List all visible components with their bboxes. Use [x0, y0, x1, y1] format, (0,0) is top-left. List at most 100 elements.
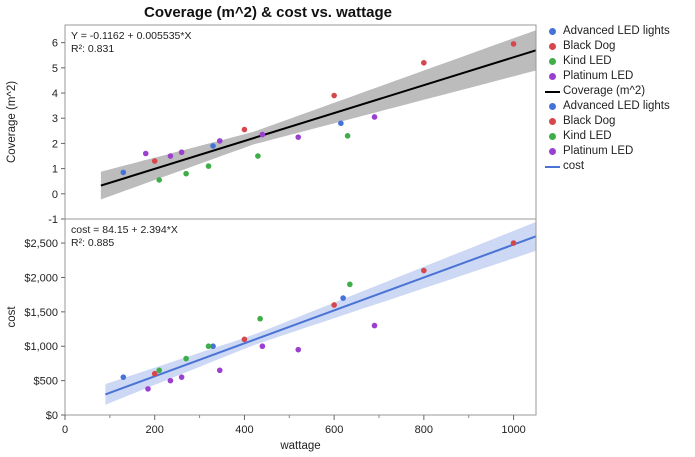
data-point-advanced-led-lights: [210, 343, 216, 350]
data-point-black-dog: [241, 126, 248, 133]
y-tick-label: 3: [52, 113, 58, 125]
legend-label: cost: [563, 160, 585, 172]
data-point-platinum-led: [295, 346, 302, 353]
x-tick-label: 0: [62, 424, 68, 436]
y-tick-label: 6: [52, 38, 58, 50]
data-point-kind-led: [183, 170, 189, 177]
legend-item: Black Dog: [545, 39, 693, 54]
legend-label: Coverage (m^2): [563, 85, 646, 97]
legend-item: Black Dog: [545, 114, 693, 129]
data-point-kind-led: [255, 153, 261, 159]
data-point-platinum-led: [371, 322, 378, 329]
data-point-black-dog: [151, 158, 158, 164]
y-tick-label: $500: [34, 376, 58, 388]
legend-dot-swatch: [549, 118, 556, 125]
data-point-kind-led: [156, 367, 162, 374]
legend-item: cost: [545, 159, 693, 174]
legend-dot-swatch: [549, 43, 556, 50]
legend-label: Kind LED: [563, 55, 612, 67]
data-point-black-dog: [241, 336, 248, 343]
data-point-kind-led: [156, 177, 162, 183]
data-point-black-dog: [510, 240, 517, 246]
y-tick-label: 4: [52, 88, 58, 100]
data-point-platinum-led: [142, 150, 149, 157]
data-point-advanced-led-lights: [338, 120, 344, 127]
y-tick-label: -1: [48, 214, 58, 226]
y-tick-label: 2: [52, 138, 58, 150]
y-tick-label: $2,000: [24, 272, 58, 284]
data-point-black-dog: [421, 267, 427, 274]
x-tick-label: 400: [235, 424, 253, 436]
legend-label: Kind LED: [563, 130, 612, 142]
legend-dot-swatch: [549, 28, 556, 35]
y-axis-label: cost: [6, 306, 18, 328]
data-point-platinum-led: [371, 114, 378, 120]
legend-item: Kind LED: [545, 54, 693, 69]
y-tick-label: 5: [52, 63, 58, 75]
legend-line-swatch: [545, 166, 560, 168]
data-point-platinum-led: [259, 131, 266, 138]
y-tick-label: 0: [52, 189, 58, 201]
x-tick-label: 800: [415, 424, 433, 436]
y-tick-label: $2,500: [24, 238, 58, 250]
data-point-platinum-led: [178, 149, 185, 156]
data-point-kind-led: [205, 343, 212, 350]
data-point-black-dog: [151, 370, 158, 377]
legend-item: Platinum LED: [545, 144, 693, 159]
data-point-black-dog: [331, 92, 337, 99]
data-point-advanced-led-lights: [340, 295, 346, 301]
legend-line-swatch: [545, 91, 560, 93]
cost-confidence-band: [105, 221, 537, 405]
cost-fit-line: [105, 235, 537, 396]
legend-label: Platinum LED: [563, 70, 634, 82]
data-point-platinum-led: [295, 134, 302, 140]
legend-label: Black Dog: [563, 115, 616, 127]
data-point-kind-led: [257, 315, 263, 322]
data-point-platinum-led: [216, 367, 223, 374]
legend-label: Black Dog: [563, 40, 616, 52]
legend-dot-swatch: [549, 133, 556, 140]
legend-label: Platinum LED: [563, 145, 634, 157]
y-tick-label: $1,000: [24, 341, 58, 353]
y-tick-label: $0: [46, 410, 58, 422]
data-point-platinum-led: [178, 374, 185, 380]
legend-dot-swatch: [549, 58, 556, 65]
fit-equation-annotation: R²: 0.831: [71, 43, 114, 55]
data-point-platinum-led: [167, 377, 174, 384]
legend-item: Kind LED: [545, 129, 693, 144]
fit-equation-annotation: cost = 84.15 + 2.394*X: [71, 224, 178, 236]
legend: Advanced LED lights Black Dog Kind LED Plat…: [545, 24, 693, 174]
legend-dot-swatch: [549, 148, 556, 155]
data-point-platinum-led: [216, 138, 223, 144]
data-point-black-dog: [510, 41, 517, 47]
cost-plot-frame: [64, 218, 537, 416]
legend-item: Advanced LED lights: [545, 24, 693, 39]
coverage-fit-line: [100, 49, 537, 187]
data-point-advanced-led-lights: [120, 374, 127, 380]
legend-label: Advanced LED lights: [563, 100, 670, 112]
y-axis-label: Coverage (m^2): [6, 81, 18, 163]
y-tick-label: 1: [52, 164, 58, 176]
data-point-kind-led: [347, 281, 353, 288]
legend-dot-swatch: [549, 103, 556, 110]
x-tick-label: 600: [325, 424, 343, 436]
legend-item: Platinum LED: [545, 69, 693, 84]
fit-equation-annotation: R²: 0.885: [71, 237, 114, 249]
data-point-platinum-led: [259, 343, 266, 350]
legend-label: Advanced LED lights: [563, 25, 670, 37]
data-point-kind-led: [205, 163, 212, 169]
data-point-advanced-led-lights: [120, 169, 127, 176]
data-point-black-dog: [421, 59, 427, 66]
data-point-platinum-led: [167, 153, 174, 159]
legend-dot-swatch: [549, 73, 556, 80]
data-point-black-dog: [331, 302, 337, 308]
legend-item: Coverage (m^2): [545, 84, 693, 99]
legend-item: Advanced LED lights: [545, 99, 693, 114]
x-axis-label: wattage: [279, 440, 320, 452]
data-point-advanced-led-lights: [210, 143, 216, 149]
y-tick-label: $1,500: [24, 307, 58, 319]
data-point-kind-led: [344, 133, 351, 139]
x-tick-label: 1000: [501, 424, 525, 436]
fit-equation-annotation: Y = -0.1162 + 0.005535*X: [71, 30, 191, 42]
